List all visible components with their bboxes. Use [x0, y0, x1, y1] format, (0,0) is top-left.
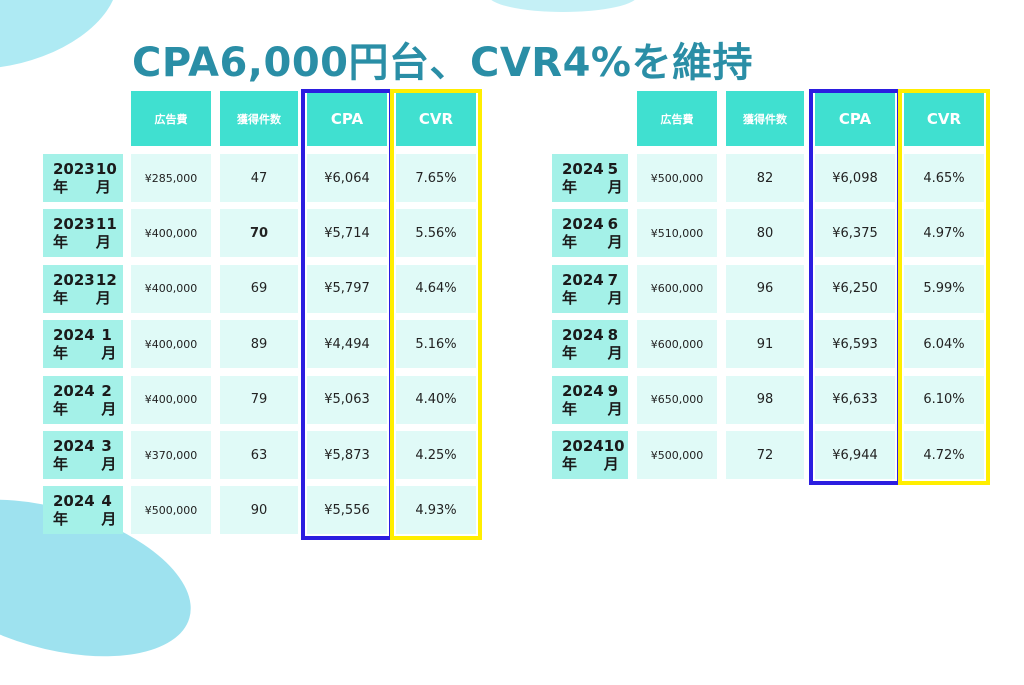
left-header-cost: 広告費 — [131, 91, 211, 146]
right-cell-cvr: 6.10% — [904, 375, 984, 424]
right-cell-cpa: ¥6,098 — [815, 154, 895, 202]
right-cell-cvr: 4.97% — [904, 209, 984, 258]
right-header-cvr: CVR — [904, 91, 984, 146]
right-row-label: 2024年 7月 — [552, 264, 628, 313]
left-cell-cost: ¥400,000 — [131, 375, 211, 424]
left-row-label: 2024年 2月 — [43, 375, 123, 424]
right-cell-cvr: 6.04% — [904, 320, 984, 369]
right-row-label: 2024年 8月 — [552, 320, 628, 369]
right-cell-count: 82 — [726, 154, 804, 202]
left-cell-cvr: 4.25% — [396, 431, 476, 479]
right-cell-cpa: ¥6,593 — [815, 320, 895, 369]
right-cell-cost: ¥600,000 — [637, 320, 717, 369]
left-cell-cvr: 7.65% — [396, 154, 476, 202]
right-cell-count: 72 — [726, 431, 804, 479]
left-cell-cpa: ¥5,714 — [307, 209, 387, 258]
right-header-count: 獲得件数 — [726, 91, 804, 146]
left-cell-cost: ¥285,000 — [131, 154, 211, 202]
right-cell-cost: ¥500,000 — [637, 431, 717, 479]
left-header-cpa: CPA — [307, 91, 387, 146]
right-cell-cost: ¥500,000 — [637, 154, 717, 202]
right-cell-cost: ¥600,000 — [637, 264, 717, 313]
left-cell-cvr: 4.40% — [396, 375, 476, 424]
left-cell-cost: ¥370,000 — [131, 431, 211, 479]
left-row-label: 2024年 4月 — [43, 486, 123, 535]
left-cell-count: 47 — [220, 154, 298, 202]
left-header-cvr: CVR — [396, 91, 476, 146]
right-cell-cvr: 5.99% — [904, 264, 984, 313]
right-cell-cpa: ¥6,250 — [815, 264, 895, 313]
right-row-label: 2024年 9月 — [552, 375, 628, 424]
right-header-cpa: CPA — [815, 91, 895, 146]
left-cell-cvr: 5.56% — [396, 209, 476, 258]
left-cell-cpa: ¥6,064 — [307, 154, 387, 202]
right-cell-count: 91 — [726, 320, 804, 369]
right-cell-cpa: ¥6,944 — [815, 431, 895, 479]
right-cell-cpa: ¥6,633 — [815, 375, 895, 424]
left-row-label: 2023年 10月 — [43, 154, 123, 202]
left-cell-cpa: ¥5,556 — [307, 486, 387, 535]
left-cell-count: 69 — [220, 264, 298, 313]
decor-blob-top-center — [488, 0, 638, 12]
left-cell-cvr: 5.16% — [396, 320, 476, 369]
left-cell-count: 90 — [220, 486, 298, 535]
left-row-label: 2023年 12月 — [43, 264, 123, 313]
right-cell-cost: ¥510,000 — [637, 209, 717, 258]
left-header-count: 獲得件数 — [220, 91, 298, 146]
left-cell-count: 89 — [220, 320, 298, 369]
right-cell-cost: ¥650,000 — [637, 375, 717, 424]
right-cell-count: 80 — [726, 209, 804, 258]
right-header-cost: 広告費 — [637, 91, 717, 146]
right-cell-count: 96 — [726, 264, 804, 313]
page-title: CPA6,000円台、CVR4%を維持 — [132, 40, 754, 86]
left-cell-cpa: ¥5,873 — [307, 431, 387, 479]
decor-blob-top-left — [0, 0, 133, 91]
left-cell-cost: ¥400,000 — [131, 209, 211, 258]
left-cell-cost: ¥400,000 — [131, 264, 211, 313]
right-row-label: 2024年 10月 — [552, 431, 628, 479]
right-cell-cpa: ¥6,375 — [815, 209, 895, 258]
right-row-label: 2024年 6月 — [552, 209, 628, 258]
right-cell-count: 98 — [726, 375, 804, 424]
left-cell-cpa: ¥4,494 — [307, 320, 387, 369]
left-cell-cost: ¥500,000 — [131, 486, 211, 535]
left-row-label: 2024年 3月 — [43, 431, 123, 479]
right-row-label: 2024年 5月 — [552, 154, 628, 202]
left-row-label: 2024年 1月 — [43, 320, 123, 369]
left-cell-cost: ¥400,000 — [131, 320, 211, 369]
left-cell-cpa: ¥5,797 — [307, 264, 387, 313]
left-cell-cvr: 4.93% — [396, 486, 476, 535]
left-cell-cpa: ¥5,063 — [307, 375, 387, 424]
right-cell-cvr: 4.65% — [904, 154, 984, 202]
right-cell-cvr: 4.72% — [904, 431, 984, 479]
left-cell-count: 63 — [220, 431, 298, 479]
left-cell-count: 79 — [220, 375, 298, 424]
left-cell-cvr: 4.64% — [396, 264, 476, 313]
left-row-label: 2023年 11月 — [43, 209, 123, 258]
left-cell-count: 70 — [220, 209, 298, 258]
